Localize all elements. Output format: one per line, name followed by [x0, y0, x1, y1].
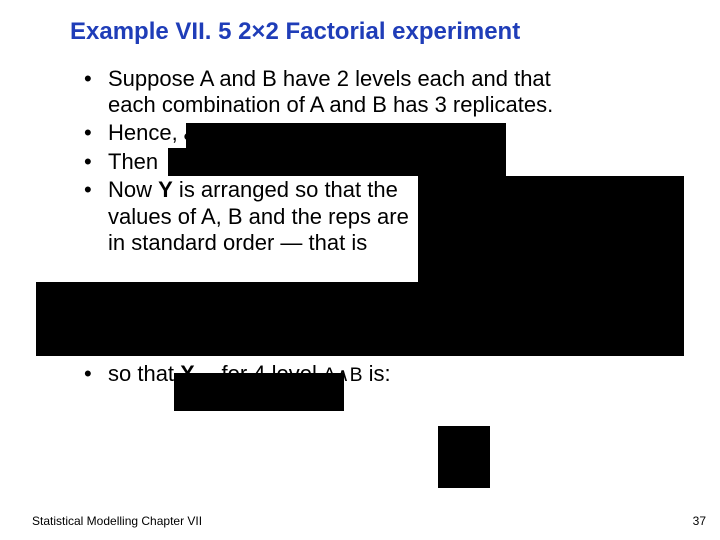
redaction-box: [168, 148, 506, 176]
page-number: 37: [693, 514, 706, 528]
redaction-box: [36, 282, 418, 356]
text: is arranged so that the: [173, 177, 398, 202]
footer-left: Statistical Modelling Chapter VII: [32, 514, 202, 528]
text: is:: [363, 361, 391, 386]
text: Suppose A and B have 2 levels each and t…: [108, 66, 551, 91]
bullet-so-that: so that XAB for 4 level A∧B is:: [80, 361, 670, 392]
var-B: B: [350, 364, 363, 386]
redaction-box: [438, 426, 490, 488]
text: in standard order — that is: [108, 230, 367, 255]
redaction-box: [174, 373, 344, 411]
text: each combination of A and B has 3 replic…: [108, 92, 553, 117]
redaction-box: [418, 176, 684, 356]
bullet-suppose: Suppose A and B have 2 levels each and t…: [80, 66, 670, 119]
text: so that: [108, 361, 180, 386]
text: values of A, B and the reps are: [108, 204, 409, 229]
var-Y: Y: [158, 177, 173, 202]
text: Now: [108, 177, 158, 202]
slide-title: Example VII. 5 2×2 Factorial experiment: [0, 18, 720, 46]
text: Then: [108, 149, 158, 174]
redaction-box: [186, 123, 506, 148]
text: Hence,: [108, 120, 184, 145]
